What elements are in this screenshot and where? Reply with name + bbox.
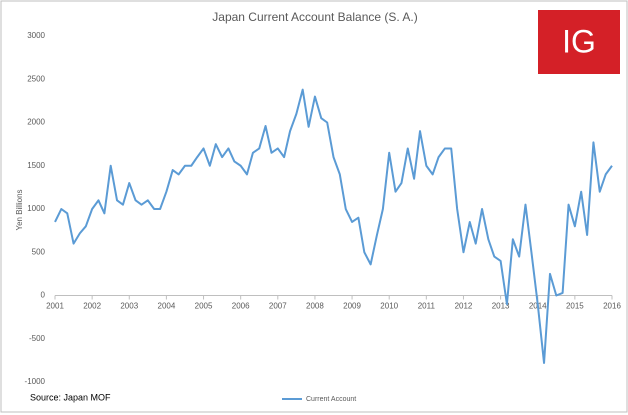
y-tick-label: 3000 [27,31,45,40]
legend-label: Current Account [306,396,356,403]
y-tick-label: 2500 [27,74,45,83]
x-tick-label: 2010 [380,302,398,311]
x-tick-label: 2015 [566,302,584,311]
x-tick-label: 2011 [418,302,436,311]
x-tick-label: 2013 [492,302,510,311]
logo-box [538,10,620,74]
y-tick-label: -1000 [25,377,46,386]
x-tick-label: 2008 [306,302,324,311]
x-tick-label: 2009 [343,302,361,311]
x-tick-label: 2002 [83,302,101,311]
x-tick-label: 2001 [46,302,64,311]
y-tick-label: 500 [32,247,46,256]
x-tick-label: 2005 [195,302,213,311]
y-tick-label: 1000 [27,204,45,213]
y-tick-label: -500 [29,334,46,343]
logo: IG [562,23,596,59]
x-tick-label: 2012 [455,302,473,311]
line [54,88,613,364]
x-tick-label: 2003 [120,302,138,311]
y-tick-label: 0 [41,291,46,300]
x-tick-label: 2016 [603,302,621,311]
source: Source: Japan MOF [30,392,111,402]
x-tick-label: 2007 [269,302,287,311]
y-tick-label: 1500 [27,161,45,170]
y-tick-label: 2000 [27,118,45,127]
chart-title: Japan Current Account Balance (S. A.) [212,10,417,24]
x-tick-label: 2004 [158,302,176,311]
y-axis-label: Yen Billions [15,189,24,230]
x-tick-label: 2006 [232,302,250,311]
